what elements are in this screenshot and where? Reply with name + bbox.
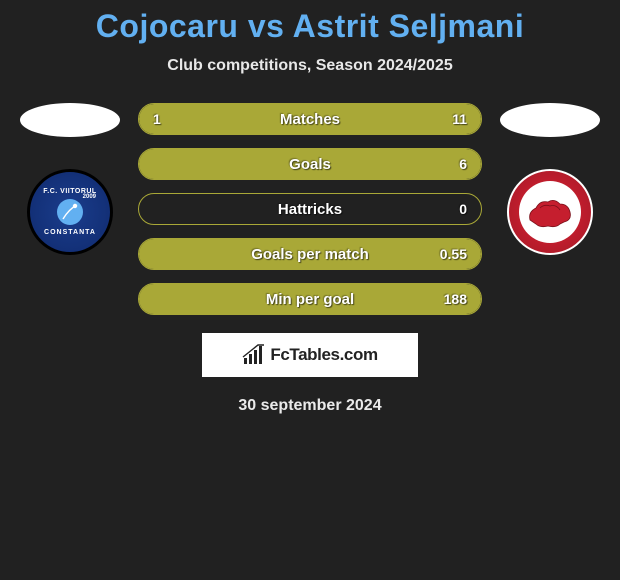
stat-label: Matches: [139, 111, 481, 128]
comparison-body: F.C. VIITORUL 2009 CONSTANTA 1Matches11 G…: [0, 103, 620, 315]
right-club-logo: [507, 169, 593, 255]
left-club-logo-bottom-text: CONSTANTA: [44, 229, 96, 236]
left-player-avatar-placeholder: [20, 103, 120, 137]
stats-column: 1Matches11 Goals6 Hattricks0 Goals per matc…: [138, 103, 482, 315]
right-player-col: [500, 103, 600, 255]
left-player-col: F.C. VIITORUL 2009 CONSTANTA: [20, 103, 120, 255]
date-line: 30 september 2024: [0, 397, 620, 415]
stat-value-right: 0: [459, 201, 467, 217]
stat-value-right: 0.55: [440, 246, 467, 262]
stat-label: Goals: [139, 156, 481, 173]
stat-value-right: 188: [444, 291, 467, 307]
brand-box[interactable]: FcTables.com: [202, 333, 418, 377]
stat-bar: Goals6: [138, 148, 482, 180]
comparison-card: Cojocaru vs Astrit Seljmani Club competi…: [0, 0, 620, 415]
left-club-logo-ball-icon: [57, 199, 83, 225]
stat-bar: 1Matches11: [138, 103, 482, 135]
right-player-avatar-placeholder: [500, 103, 600, 137]
stat-label: Min per goal: [139, 291, 481, 308]
left-club-logo: F.C. VIITORUL 2009 CONSTANTA: [27, 169, 113, 255]
stat-value-right: 11: [452, 111, 467, 127]
right-club-logo-inner: [519, 181, 581, 243]
stat-label: Goals per match: [139, 246, 481, 263]
stat-label: Hattricks: [139, 201, 481, 218]
brand-chart-icon: [242, 344, 266, 366]
stat-bar: Min per goal188: [138, 283, 482, 315]
stat-bar: Hattricks0: [138, 193, 482, 225]
brand-text: FcTables.com: [270, 345, 377, 365]
comparison-title: Cojocaru vs Astrit Seljmani: [0, 8, 620, 45]
right-club-logo-dog-icon: [526, 194, 574, 230]
comparison-subtitle: Club competitions, Season 2024/2025: [0, 57, 620, 75]
stat-bar: Goals per match0.55: [138, 238, 482, 270]
stat-value-right: 6: [459, 156, 467, 172]
left-club-logo-year: 2009: [83, 194, 96, 200]
